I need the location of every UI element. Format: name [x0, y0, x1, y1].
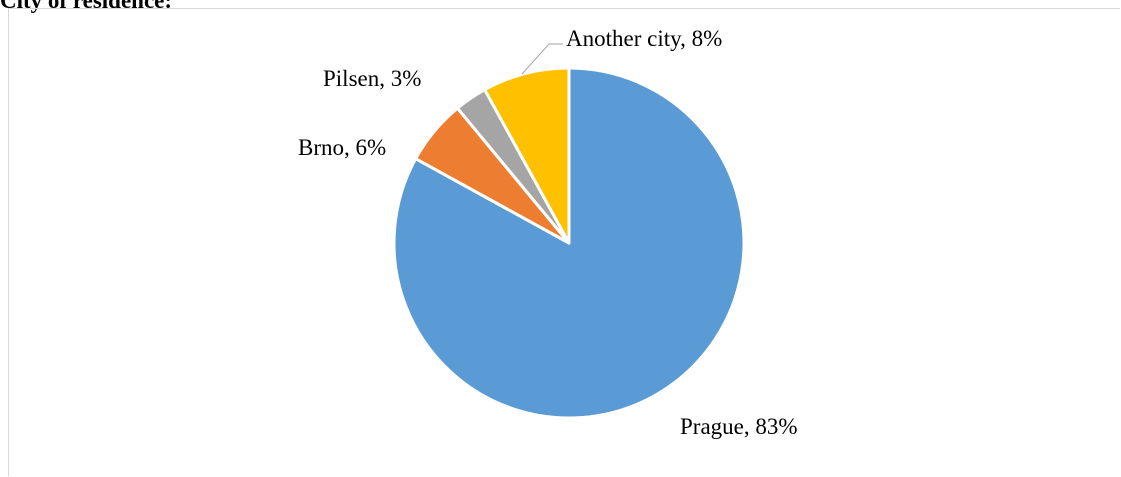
leader-lines — [521, 43, 563, 75]
slice-label-another-city: Another city, 8% — [566, 26, 722, 51]
pie-slice-another-city — [483, 66, 571, 245]
leader-line-another-city — [521, 43, 563, 75]
slice-label-pilsen: Pilsen, 3% — [323, 66, 421, 91]
chart-frame — [8, 8, 1120, 476]
slice-label-prague: Prague, 83% — [680, 414, 798, 439]
chart-title: City of residence: — [0, 0, 173, 13]
pie-slices — [392, 66, 746, 420]
slice-label-brno: Brno, 6% — [298, 135, 386, 160]
